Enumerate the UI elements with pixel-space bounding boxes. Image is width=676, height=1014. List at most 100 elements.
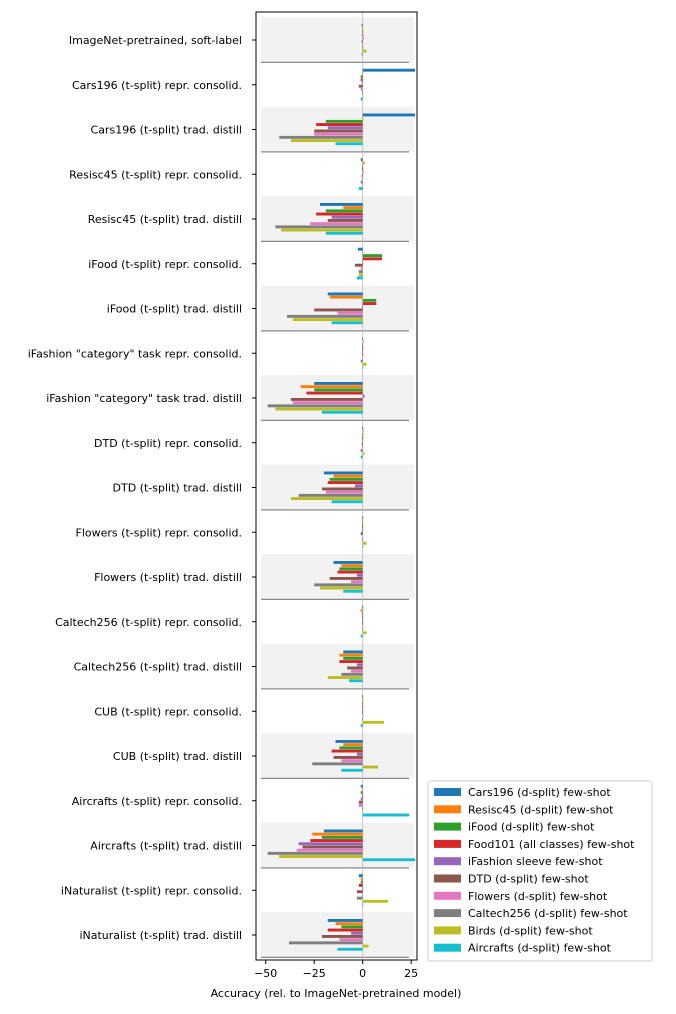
bar bbox=[362, 529, 364, 532]
category-label: Flowers (t-split) repr. consolid. bbox=[76, 526, 242, 539]
bar bbox=[341, 564, 363, 568]
bar bbox=[333, 561, 363, 564]
bar bbox=[281, 228, 363, 232]
bar bbox=[279, 135, 363, 139]
bar bbox=[362, 36, 364, 40]
bar bbox=[361, 24, 363, 27]
bar bbox=[290, 398, 363, 401]
bar bbox=[327, 919, 363, 922]
bar bbox=[341, 672, 363, 676]
bar bbox=[358, 800, 363, 804]
legend-label: Cars196 (d-split) few-shot bbox=[468, 786, 611, 799]
bar bbox=[362, 426, 364, 430]
bar bbox=[320, 586, 363, 590]
bar bbox=[362, 903, 364, 906]
bar bbox=[361, 40, 363, 43]
bar bbox=[362, 794, 364, 798]
x-tick-label: −25 bbox=[303, 967, 326, 980]
bar bbox=[360, 158, 363, 162]
bar bbox=[360, 97, 363, 101]
bar bbox=[362, 452, 365, 456]
bar bbox=[362, 429, 364, 433]
legend-label: DTD (d-split) few-shot bbox=[468, 873, 589, 886]
legend-label: Resisc45 (d-split) few-shot bbox=[468, 803, 614, 816]
bar bbox=[362, 27, 364, 31]
bar bbox=[287, 314, 363, 318]
x-tick-label: −50 bbox=[254, 967, 277, 980]
bar bbox=[351, 669, 363, 673]
category-label: Caltech256 (t-split) repr. consolid. bbox=[55, 616, 242, 629]
bar bbox=[343, 743, 363, 747]
legend-swatch bbox=[434, 909, 461, 918]
bar bbox=[333, 756, 363, 759]
bar bbox=[339, 567, 363, 571]
bar bbox=[331, 321, 363, 325]
bar bbox=[292, 401, 363, 405]
bar bbox=[362, 535, 364, 539]
bar bbox=[351, 580, 363, 584]
x-tick-label: 0 bbox=[359, 967, 366, 980]
bar bbox=[360, 784, 363, 788]
bar bbox=[362, 439, 364, 443]
bar bbox=[361, 52, 363, 56]
legend-swatch bbox=[434, 857, 461, 866]
bar bbox=[362, 618, 364, 622]
bar bbox=[362, 765, 379, 769]
bar bbox=[362, 254, 383, 258]
bar bbox=[362, 171, 364, 174]
bar bbox=[362, 46, 364, 50]
bar bbox=[356, 663, 363, 667]
bar bbox=[362, 858, 416, 862]
group-separators bbox=[261, 61, 409, 959]
bar bbox=[356, 752, 363, 756]
category-label: Resisc45 (t-split) repr. consolid. bbox=[69, 168, 242, 181]
bar bbox=[360, 532, 363, 536]
legend-swatch bbox=[434, 788, 461, 796]
bar bbox=[362, 624, 364, 628]
bar bbox=[362, 628, 364, 632]
bar bbox=[360, 449, 363, 453]
bar bbox=[362, 787, 364, 791]
bar bbox=[275, 407, 363, 411]
x-axis-ticks: −50 −25 0 25 bbox=[254, 960, 418, 980]
bar bbox=[331, 500, 363, 504]
bar bbox=[362, 720, 385, 724]
bar bbox=[362, 708, 364, 711]
group-band bbox=[261, 554, 414, 599]
category-label: Aircrafts (t-split) repr. consolid. bbox=[72, 795, 242, 808]
bar bbox=[358, 270, 363, 274]
bar bbox=[335, 142, 363, 146]
bar bbox=[362, 445, 364, 449]
bar bbox=[362, 813, 410, 817]
bar bbox=[321, 835, 363, 839]
bar bbox=[362, 717, 364, 721]
bar bbox=[362, 366, 364, 369]
legend-label: Flowers (d-split) few-shot bbox=[468, 890, 608, 903]
bar bbox=[351, 931, 363, 935]
bar bbox=[362, 631, 367, 635]
bar bbox=[362, 350, 364, 353]
bar bbox=[362, 899, 388, 903]
bar bbox=[362, 71, 364, 75]
bar bbox=[362, 605, 364, 609]
bars bbox=[267, 24, 416, 951]
bar bbox=[362, 340, 364, 344]
legend-label: iFashion sleeve few-shot bbox=[468, 855, 603, 868]
bar bbox=[362, 94, 364, 98]
bar bbox=[341, 759, 363, 763]
legend-label: Food101 (all classes) few-shot bbox=[468, 838, 635, 851]
bar bbox=[356, 276, 363, 280]
bar bbox=[362, 701, 364, 705]
category-label: Resisc45 (t-split) trad. distill bbox=[88, 213, 242, 226]
category-label: DTD (t-split) repr. consolid. bbox=[94, 437, 242, 450]
bar bbox=[321, 935, 363, 938]
bar bbox=[362, 260, 364, 264]
bar bbox=[292, 318, 363, 321]
bar bbox=[360, 75, 363, 79]
bar bbox=[354, 484, 363, 488]
category-label: Caltech256 (t-split) trad. distill bbox=[74, 661, 242, 674]
bar bbox=[362, 346, 364, 350]
bar bbox=[341, 768, 363, 772]
bar bbox=[339, 653, 363, 657]
